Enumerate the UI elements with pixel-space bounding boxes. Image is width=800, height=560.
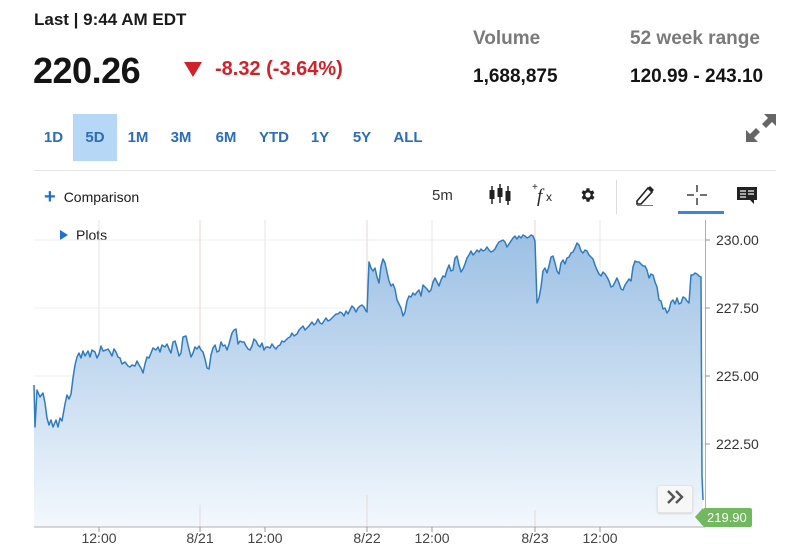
x-tick-label: 12:00 bbox=[81, 530, 117, 546]
interval-selector[interactable]: 5m bbox=[432, 186, 453, 204]
tab-6m[interactable]: 6M bbox=[215, 129, 237, 146]
svg-text:+: + bbox=[532, 182, 538, 193]
tab-5y[interactable]: 5Y bbox=[352, 129, 372, 146]
volume-value: 1,688,875 bbox=[473, 66, 558, 87]
tab-ytd[interactable]: YTD bbox=[259, 129, 289, 146]
y-tick-label: 227.50 bbox=[716, 300, 759, 316]
svg-text:f: f bbox=[537, 186, 545, 207]
expand-icon[interactable] bbox=[744, 112, 778, 144]
toolbar-divider bbox=[616, 180, 617, 214]
comparison-label: Comparison bbox=[63, 189, 140, 205]
tab-1d[interactable]: 1D bbox=[43, 129, 64, 146]
comparison-button[interactable]: + Comparison bbox=[44, 186, 140, 208]
volume-label: Volume bbox=[473, 28, 541, 49]
x-tick-label: 12:00 bbox=[582, 530, 618, 546]
y-tick-label: 222.50 bbox=[716, 436, 759, 452]
triangle-right-icon bbox=[60, 230, 68, 240]
x-tick-label: 8/23 bbox=[521, 530, 549, 546]
current-price-tag: 219.90 bbox=[695, 508, 752, 527]
candlestick-icon[interactable] bbox=[486, 180, 514, 210]
tab-all[interactable]: ALL bbox=[393, 129, 423, 146]
52-week-range-label: 52 week range bbox=[630, 28, 760, 49]
divider bbox=[34, 170, 776, 171]
comment-icon[interactable] bbox=[734, 180, 760, 210]
y-tick-label: 230.00 bbox=[716, 232, 759, 248]
x-tick-label: 8/22 bbox=[353, 530, 381, 546]
tab-5d[interactable]: 5D bbox=[73, 114, 117, 161]
scroll-to-latest-button[interactable] bbox=[657, 485, 693, 513]
last-price: 220.26 bbox=[33, 50, 141, 91]
tab-1y[interactable]: 1Y bbox=[310, 129, 330, 146]
active-tool-indicator bbox=[678, 211, 724, 214]
y-tick-label: 225.00 bbox=[716, 368, 759, 384]
52-week-range-value: 120.99 - 243.10 bbox=[630, 66, 764, 87]
range-tabs: 1D 5D 1M 3M 6M YTD 1Y 5Y ALL bbox=[34, 114, 433, 161]
svg-text:x: x bbox=[546, 190, 552, 204]
x-tick-label: 12:00 bbox=[414, 530, 450, 546]
down-arrow-icon bbox=[184, 62, 202, 77]
plus-icon: + bbox=[44, 186, 56, 208]
x-tick-label: 12:00 bbox=[247, 530, 283, 546]
crosshair-icon[interactable] bbox=[684, 180, 710, 210]
tab-1m[interactable]: 1M bbox=[127, 129, 149, 146]
gear-icon[interactable] bbox=[576, 180, 600, 210]
function-icon[interactable]: + f x bbox=[530, 180, 558, 210]
price-change: -8.32 (-3.64%) bbox=[215, 58, 343, 80]
double-chevron-right-icon bbox=[665, 488, 685, 511]
x-tick-label: 8/21 bbox=[186, 530, 214, 546]
tab-3m[interactable]: 3M bbox=[170, 129, 192, 146]
pencil-icon[interactable] bbox=[632, 180, 658, 210]
last-updated-label: Last | 9:44 AM EDT bbox=[34, 10, 187, 29]
